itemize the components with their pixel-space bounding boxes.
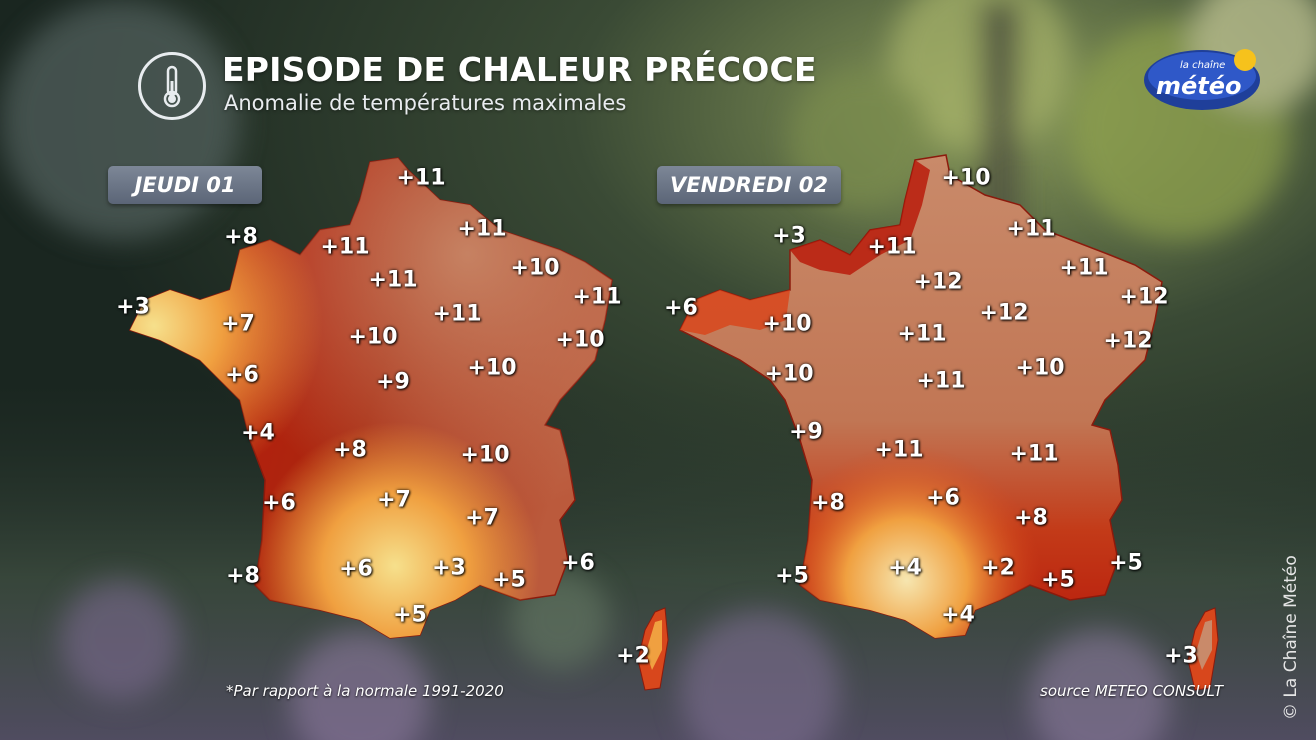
channel-coast-band-friday — [790, 160, 930, 275]
anomaly-label: +11 — [1009, 441, 1059, 467]
anomaly-label: +8 — [1014, 505, 1048, 531]
anomaly-label: +11 — [572, 284, 622, 310]
logo-line2: météo — [1156, 72, 1242, 100]
anomaly-label: +11 — [457, 216, 507, 242]
anomaly-label: +7 — [465, 505, 499, 531]
anomaly-label: +5 — [1041, 567, 1075, 593]
anomaly-label: +6 — [561, 550, 595, 576]
anomaly-label: +6 — [664, 295, 698, 321]
la-chaine-meteo-logo: la chaîne météo — [1142, 46, 1262, 112]
anomaly-label: +5 — [775, 563, 809, 589]
anomaly-label: +11 — [916, 368, 966, 394]
anomaly-label: +7 — [221, 311, 255, 337]
day-label-thursday: JEUDI 01 — [108, 166, 262, 204]
page-subtitle: Anomalie de températures maximales — [224, 91, 627, 115]
anomaly-label: +8 — [226, 563, 260, 589]
anomaly-label: +11 — [320, 234, 370, 260]
anomaly-label: +10 — [467, 355, 517, 381]
anomaly-label: +3 — [1164, 643, 1198, 669]
anomaly-label: +4 — [941, 602, 975, 628]
copyright-notice: © La Chaîne Météo — [1281, 555, 1301, 720]
anomaly-label: +10 — [348, 324, 398, 350]
anomaly-label: +11 — [897, 321, 947, 347]
anomaly-label: +10 — [1015, 355, 1065, 381]
anomaly-label: +5 — [393, 602, 427, 628]
map-france-thursday — [128, 157, 669, 691]
anomaly-label: +2 — [616, 643, 650, 669]
anomaly-label: +11 — [432, 301, 482, 327]
anomaly-label: +9 — [376, 369, 410, 395]
anomaly-label: +3 — [772, 223, 806, 249]
anomaly-label: +10 — [764, 361, 814, 387]
anomaly-label: +11 — [874, 437, 924, 463]
logo-line1: la chaîne — [1180, 59, 1225, 71]
anomaly-label: +11 — [1059, 255, 1109, 281]
anomaly-label: +4 — [888, 555, 922, 581]
anomaly-label: +6 — [225, 362, 259, 388]
anomaly-label: +6 — [339, 556, 373, 582]
anomaly-label: +10 — [941, 165, 991, 191]
anomaly-label: +3 — [432, 555, 466, 581]
anomaly-label: +2 — [981, 555, 1015, 581]
anomaly-label: +3 — [116, 294, 150, 320]
map-france-friday — [678, 154, 1219, 691]
anomaly-label: +5 — [1109, 550, 1143, 576]
day-label-friday: VENDREDI 02 — [657, 166, 841, 204]
thermometer-icon — [138, 52, 206, 120]
anomaly-label: +10 — [510, 255, 560, 281]
anomaly-label: +8 — [224, 224, 258, 250]
anomaly-label: +10 — [460, 442, 510, 468]
anomaly-label: +11 — [867, 234, 917, 260]
anomaly-label: +4 — [241, 420, 275, 446]
anomaly-label: +8 — [333, 437, 367, 463]
page-title: EPISODE DE CHALEUR PRÉCOCE — [222, 50, 817, 89]
anomaly-label: +6 — [926, 485, 960, 511]
anomaly-label: +11 — [368, 267, 418, 293]
source-credit: source METEO CONSULT — [1040, 682, 1224, 700]
anomaly-label: +12 — [979, 300, 1029, 326]
anomaly-label: +9 — [789, 419, 823, 445]
anomaly-label: +11 — [1006, 216, 1056, 242]
anomaly-label: +6 — [262, 490, 296, 516]
anomaly-label: +5 — [492, 567, 526, 593]
anomaly-label: +11 — [396, 165, 446, 191]
anomaly-label: +10 — [555, 327, 605, 353]
anomaly-label: +10 — [762, 311, 812, 337]
anomaly-label: +12 — [1119, 284, 1169, 310]
anomaly-label: +12 — [913, 269, 963, 295]
reference-period-note: *Par rapport à la normale 1991-2020 — [226, 682, 504, 700]
brittany-band-friday — [680, 290, 790, 335]
anomaly-label: +8 — [811, 490, 845, 516]
anomaly-label: +12 — [1103, 328, 1153, 354]
anomaly-label: +7 — [377, 487, 411, 513]
